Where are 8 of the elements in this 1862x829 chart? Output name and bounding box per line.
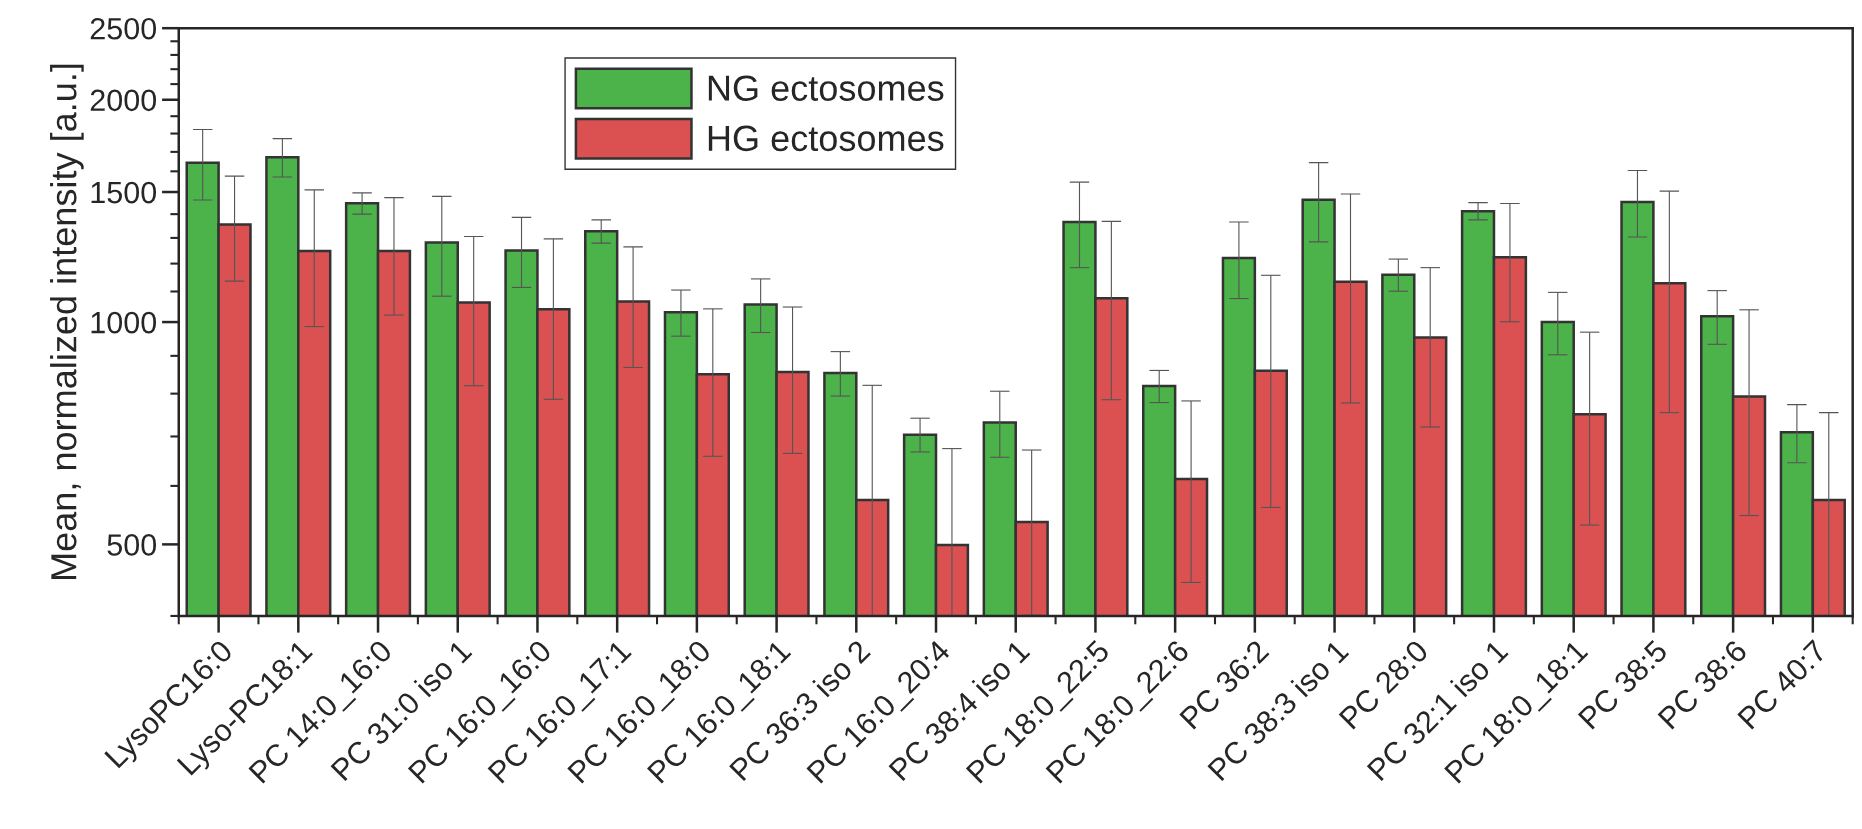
y-tick-label: 500 bbox=[107, 534, 157, 556]
y-tick-label: 1000 bbox=[91, 311, 157, 334]
legend-label: NG ectosomes bbox=[708, 75, 944, 101]
y-tick-label: 2500 bbox=[90, 17, 157, 40]
y-tick-label: 1500 bbox=[91, 181, 157, 204]
y-axis-title: Mean, normalized intensity [a.u.] bbox=[50, 64, 84, 580]
y-tick-label: 2000 bbox=[90, 89, 157, 112]
legend-label: HG ectosomes bbox=[708, 125, 944, 152]
